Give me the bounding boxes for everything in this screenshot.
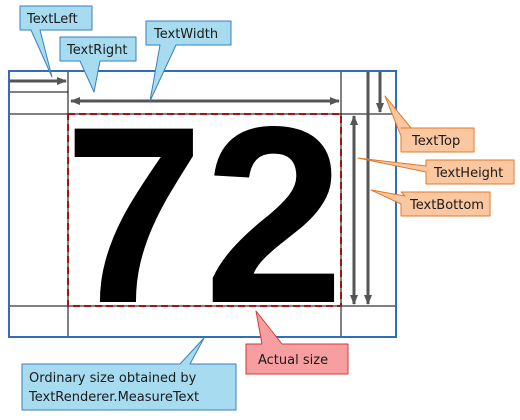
text-right-callout: TextRight xyxy=(59,36,137,93)
actual-size-callout: Actual size xyxy=(245,310,349,375)
text-left-callout: TextLeft xyxy=(19,5,93,78)
text-width-callout-shape xyxy=(145,20,232,102)
text-right-callout-shape xyxy=(59,36,137,93)
text-bottom-callout-shape xyxy=(370,189,491,217)
text-height-callout: TextHeight xyxy=(357,157,515,185)
ordinary-size-label-line2: TextRenderer.MeasureText xyxy=(28,390,199,405)
ordinary-size-label-line1: Ordinary size obtained by xyxy=(29,371,197,386)
text-top-callout-shape xyxy=(384,95,475,153)
sample-text-72: 72 xyxy=(64,75,344,356)
measure-arrows xyxy=(10,72,384,305)
text-height-label: TextHeight xyxy=(433,166,503,181)
text-left-callout-shape xyxy=(19,5,93,78)
text-bottom-callout: TextBottom xyxy=(370,189,491,217)
actual-size-label: Actual size xyxy=(258,353,328,368)
text-right-label: TextRight xyxy=(66,43,128,58)
text-width-label: TextWidth xyxy=(153,27,218,42)
text-bottom-label: TextBottom xyxy=(409,198,484,213)
text-left-label: TextLeft xyxy=(26,12,78,27)
actual-size-rect xyxy=(67,113,342,307)
text-top-callout: TextTop xyxy=(384,95,475,153)
text-height-callout-shape xyxy=(357,157,515,185)
actual-size-callout-shape xyxy=(245,310,349,375)
ordinary-size-callout-shape xyxy=(21,337,237,411)
text-width-callout: TextWidth xyxy=(145,20,232,102)
ordinary-size-callout: Ordinary size obtained by TextRenderer.M… xyxy=(21,337,237,411)
text-top-label: TextTop xyxy=(411,134,460,149)
ordinary-size-rect xyxy=(8,70,397,338)
